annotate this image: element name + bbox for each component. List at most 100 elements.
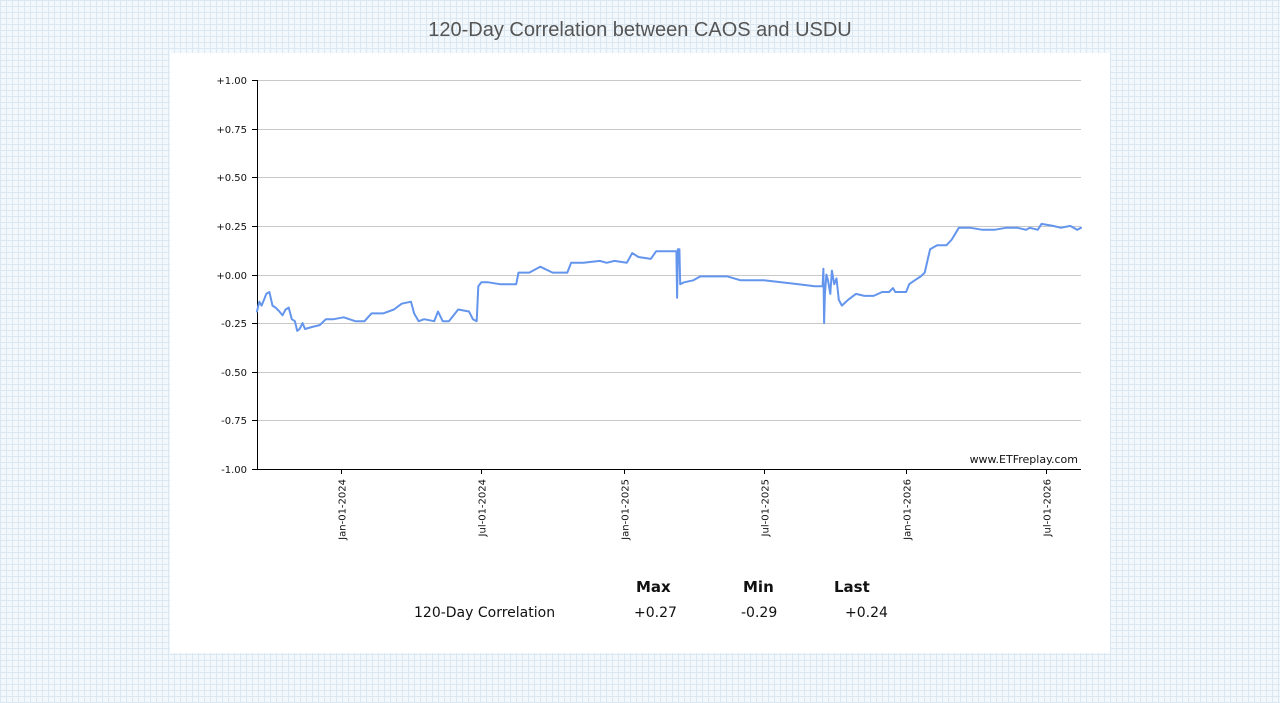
data-point: [945, 244, 948, 246]
data-point: [299, 328, 301, 330]
data-point: [278, 310, 280, 313]
data-point: [423, 318, 425, 320]
data-point: [692, 279, 695, 281]
data-point: [261, 305, 263, 307]
data-point: [401, 303, 403, 305]
data-point: [442, 320, 444, 322]
data-point: [448, 320, 450, 322]
data-point: [1076, 229, 1078, 231]
data-point: [468, 310, 470, 313]
data-point: [841, 305, 843, 307]
x-tick-label: Jul-01-2025: [761, 479, 772, 537]
stats-header-max: Max: [636, 578, 671, 596]
data-point: [982, 229, 984, 231]
data-point: [319, 324, 321, 326]
y-axis-ticks: +1.00 +0.75 +0.50 +0.25 +0.00 -0.25 -0.50 -0.75…: [216, 76, 257, 476]
y-tick-label: -1.00: [221, 465, 247, 476]
data-point: [382, 312, 384, 314]
y-tick-label: +0.50: [216, 173, 247, 184]
data-point: [268, 291, 270, 293]
data-point: [570, 262, 572, 264]
y-tick-label: +1.00: [216, 76, 247, 87]
data-point: [333, 318, 335, 320]
data-point: [325, 318, 327, 320]
data-point: [892, 287, 894, 289]
x-tick-label: Jul-01-2026: [1043, 479, 1054, 537]
data-point: [437, 310, 439, 313]
data-point: [476, 320, 478, 322]
data-point: [958, 227, 960, 229]
data-point: [676, 297, 678, 299]
data-point: [668, 250, 670, 252]
data-point: [626, 262, 628, 264]
data-point: [905, 291, 907, 293]
data-point: [606, 262, 608, 264]
axes: [257, 80, 1081, 470]
data-point: [631, 252, 633, 254]
data-point: [539, 266, 541, 268]
data-point: [920, 275, 922, 277]
data-point: [929, 248, 931, 250]
data-point: [798, 283, 800, 285]
y-tick-label: -0.25: [221, 319, 247, 330]
data-point: [457, 308, 459, 311]
data-point: [683, 281, 685, 283]
data-point: [413, 312, 415, 314]
data-point: [677, 248, 679, 250]
data-point: [288, 307, 290, 309]
data-point: [824, 293, 826, 295]
x-tick-label: Jan-01-2026: [903, 479, 914, 541]
data-point: [833, 283, 835, 285]
data-point: [517, 272, 520, 274]
data-point: [433, 320, 435, 322]
data-point: [825, 273, 828, 276]
data-point: [291, 318, 293, 320]
data-point: [418, 320, 420, 322]
data-point: [472, 318, 474, 320]
data-point: [1029, 227, 1031, 229]
data-point: [271, 305, 274, 307]
data-point: [1025, 229, 1027, 231]
data-point: [881, 291, 883, 293]
data-point: [650, 258, 652, 260]
data-point: [354, 320, 356, 322]
x-tick-label: Jan-01-2024: [338, 479, 349, 541]
data-point: [1037, 229, 1039, 231]
y-tick-label: -0.75: [221, 416, 247, 427]
data-point: [302, 322, 304, 324]
data-point: [822, 268, 825, 270]
data-point: [265, 293, 267, 295]
series-layer: [256, 222, 1082, 332]
data-point: [863, 295, 866, 297]
data-point: [951, 238, 953, 241]
data-point: [914, 279, 916, 281]
data-point: [993, 229, 995, 231]
correlation-chart: +1.00 +0.75 +0.50 +0.25 +0.00 -0.25 -0.50 -0.75…: [216, 76, 1082, 541]
data-point: [258, 301, 260, 303]
data-point: [528, 272, 530, 274]
data-point: [477, 285, 479, 287]
data-point: [294, 320, 296, 322]
data-point: [969, 227, 972, 229]
data-point: [838, 299, 840, 301]
page-title: 120-Day Correlation between CAOS and USD…: [428, 19, 852, 41]
data-point: [370, 312, 373, 314]
stats-value-last: +0.24: [845, 605, 888, 621]
data-point: [263, 299, 265, 301]
data-point: [393, 308, 395, 311]
data-point: [835, 277, 838, 279]
data-point: [599, 260, 601, 262]
stats-header-min: Min: [743, 578, 774, 596]
watermark-text: www.ETFreplay.com: [970, 453, 1078, 466]
data-point: [822, 285, 824, 287]
data-point: [888, 291, 890, 293]
data-point: [285, 308, 287, 311]
grid-lines: [257, 80, 1081, 421]
data-point: [480, 281, 482, 283]
data-point: [1017, 227, 1019, 229]
data-point: [873, 295, 875, 297]
data-point: [831, 270, 833, 272]
data-point: [908, 283, 910, 285]
data-point: [827, 279, 829, 281]
stats-value-min: -0.29: [741, 605, 778, 621]
